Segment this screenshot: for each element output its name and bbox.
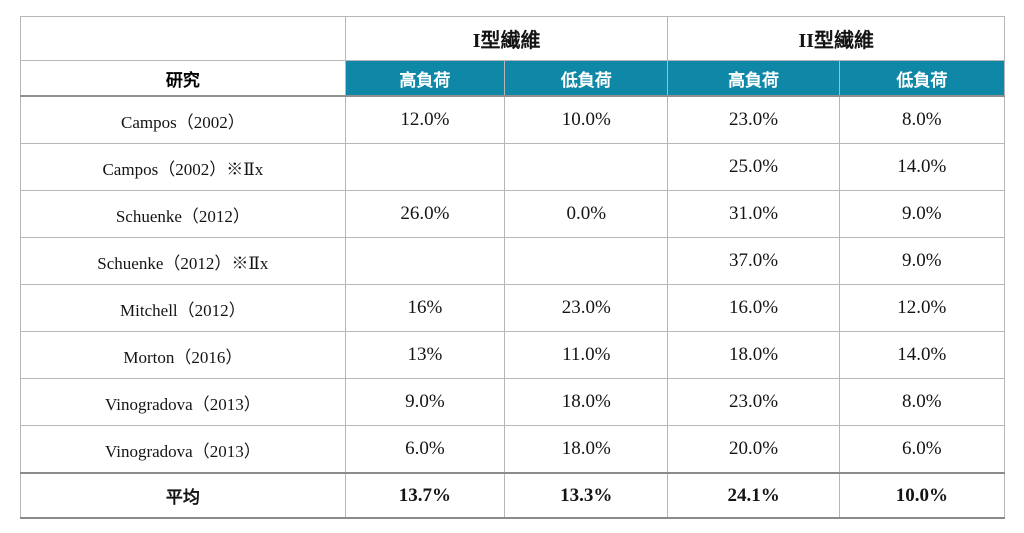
value-cell: 23.0% (667, 95, 840, 144)
value-cell: 11.0% (504, 331, 669, 379)
study-cell: Schuenke（2012） (20, 190, 346, 238)
value-cell: 23.0% (504, 284, 669, 332)
table-row: Mitchell（2012） 16% 23.0% 16.0% 12.0% (20, 284, 1006, 332)
value-cell: 6.0% (344, 425, 506, 474)
table-row: Schuenke（2012）※Ⅱx 37.0% 9.0% (20, 237, 1006, 285)
column-header-type1-high: 高負荷 (344, 60, 506, 97)
group-header-type1: I型繊維 (344, 16, 669, 61)
average-value-cell: 13.7% (344, 472, 506, 519)
study-cell: Vinogradova（2013） (20, 425, 346, 474)
value-cell: 20.0% (667, 425, 840, 474)
value-cell: 13% (344, 331, 506, 379)
table-row: Vinogradova（2013） 9.0% 18.0% 23.0% 8.0% (20, 378, 1006, 426)
value-cell: 12.0% (838, 284, 1006, 332)
value-cell: 18.0% (504, 378, 669, 426)
study-cell: Morton（2016） (20, 331, 346, 379)
value-cell: 16% (344, 284, 506, 332)
value-cell: 23.0% (667, 378, 840, 426)
document-page: I型繊維 II型繊維 研究 高負荷 低負荷 高負荷 低負荷 Campos（200… (20, 16, 1006, 519)
value-cell: 8.0% (838, 378, 1006, 426)
column-header-type2-low: 低負荷 (838, 60, 1006, 97)
study-cell: Schuenke（2012）※Ⅱx (20, 237, 346, 285)
value-cell: 26.0% (344, 190, 506, 238)
study-cell: Vinogradova（2013） (20, 378, 346, 426)
value-cell: 18.0% (667, 331, 840, 379)
value-cell: 31.0% (667, 190, 840, 238)
column-header-row: 研究 高負荷 低負荷 高負荷 低負荷 (20, 60, 1006, 97)
corner-cell (20, 16, 346, 61)
value-cell: 9.0% (838, 237, 1006, 285)
value-cell: 8.0% (838, 95, 1006, 144)
column-header-type1-low: 低負荷 (504, 60, 669, 97)
table-row: Campos（2002） 12.0% 10.0% 23.0% 8.0% (20, 95, 1006, 144)
table-row: Morton（2016） 13% 11.0% 18.0% 14.0% (20, 331, 1006, 379)
column-header-study: 研究 (20, 60, 346, 97)
average-row: 平均 13.7% 13.3% 24.1% 10.0% (20, 472, 1006, 519)
average-value-cell: 13.3% (504, 472, 669, 519)
average-value-cell: 24.1% (667, 472, 840, 519)
value-cell: 25.0% (667, 143, 840, 191)
value-cell: 37.0% (667, 237, 840, 285)
value-cell: 14.0% (838, 143, 1006, 191)
value-cell: 14.0% (838, 331, 1006, 379)
value-cell: 9.0% (838, 190, 1006, 238)
value-cell: 18.0% (504, 425, 669, 474)
table-row: Schuenke（2012） 26.0% 0.0% 31.0% 9.0% (20, 190, 1006, 238)
table-row: Vinogradova（2013） 6.0% 18.0% 20.0% 6.0% (20, 425, 1006, 474)
value-cell (504, 237, 669, 285)
value-cell: 16.0% (667, 284, 840, 332)
value-cell: 9.0% (344, 378, 506, 426)
group-header-row: I型繊維 II型繊維 (20, 16, 1005, 61)
average-label-cell: 平均 (20, 472, 346, 519)
study-cell: Campos（2002）※Ⅱx (20, 143, 346, 191)
value-cell: 12.0% (344, 95, 506, 144)
value-cell (504, 143, 669, 191)
column-header-type2-high: 高負荷 (667, 60, 840, 97)
study-cell: Mitchell（2012） (20, 284, 346, 332)
table-row: Campos（2002）※Ⅱx 25.0% 14.0% (20, 143, 1006, 191)
average-value-cell: 10.0% (838, 472, 1006, 519)
value-cell (344, 237, 506, 285)
value-cell: 0.0% (504, 190, 669, 238)
value-cell: 6.0% (838, 425, 1006, 474)
group-header-type2: II型繊維 (667, 16, 1005, 61)
fiber-study-table: I型繊維 II型繊維 研究 高負荷 低負荷 高負荷 低負荷 Campos（200… (20, 16, 1006, 519)
value-cell (344, 143, 506, 191)
value-cell: 10.0% (504, 95, 669, 144)
study-cell: Campos（2002） (20, 95, 346, 144)
